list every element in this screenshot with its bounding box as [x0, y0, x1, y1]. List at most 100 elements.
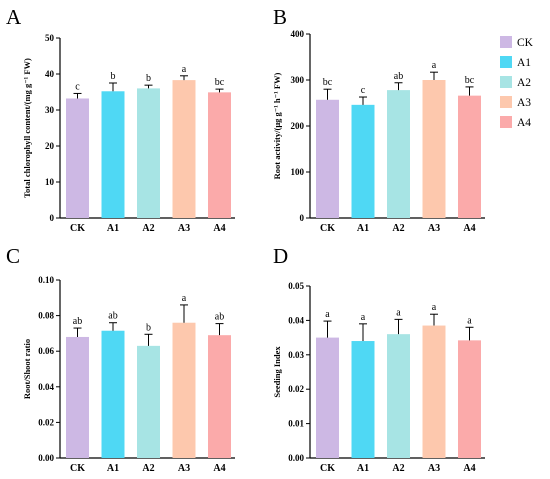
significance-label: a: [182, 293, 187, 304]
y-axis-label: Total chlorophyll content/(mg g⁻¹ FW): [22, 58, 32, 198]
x-tick-label: CK: [320, 463, 335, 474]
x-tick-label: A3: [178, 223, 190, 234]
significance-label: b: [146, 73, 151, 84]
y-tick-label: 0.05: [288, 281, 304, 291]
bar-a1: [351, 104, 375, 218]
significance-label: ab: [73, 316, 82, 327]
bar-ck: [66, 336, 89, 458]
y-tick-label: 0.08: [38, 311, 54, 321]
significance-label: ab: [215, 312, 224, 323]
bar-a4: [458, 340, 481, 458]
y-tick-label: 400: [291, 29, 305, 39]
significance-label: a: [432, 60, 437, 71]
bar-ck: [316, 99, 339, 218]
y-axis-label: Root activity/(μg g⁻¹ h⁻¹ FW): [272, 72, 282, 179]
significance-label: a: [182, 64, 187, 75]
significance-label: bc: [465, 75, 475, 86]
x-tick-label: A3: [428, 463, 440, 474]
bar-a3: [422, 80, 446, 218]
legend: CK A1 A2 A3 A4: [500, 36, 534, 129]
x-tick-label: A4: [463, 463, 475, 474]
panel-letter: D: [273, 244, 288, 268]
chart-panel-c: C 0.00 0.02 0.04 0.06 0.08 0.10 Root/Shoot rati…: [6, 244, 235, 474]
x-tick-label: A4: [213, 463, 225, 474]
legend-label: A2: [517, 77, 531, 89]
x-tick-label: A4: [463, 223, 475, 234]
x-tick-label: A1: [357, 463, 369, 474]
y-tick-label: 0: [300, 213, 305, 223]
x-tick-label: A4: [213, 223, 225, 234]
bar-a3: [172, 80, 196, 219]
significance-label: a: [361, 312, 366, 323]
legend-label: A1: [517, 57, 531, 69]
significance-label: a: [396, 307, 401, 318]
legend-label: A4: [517, 117, 531, 129]
significance-label: c: [361, 85, 366, 96]
significance-label: ab: [108, 311, 117, 322]
significance-label: a: [325, 309, 330, 320]
bar-a1: [351, 341, 375, 458]
significance-label: ab: [394, 71, 403, 82]
x-tick-label: A3: [428, 223, 440, 234]
y-tick-label: 0.00: [288, 453, 304, 463]
bar-a4: [458, 95, 481, 218]
y-tick-label: 20: [45, 141, 55, 151]
x-tick-label: CK: [70, 223, 85, 234]
bar-a2: [137, 88, 160, 219]
x-tick-label: A2: [392, 223, 404, 234]
panel-letter: C: [6, 244, 20, 268]
chart-panel-d: D 0.00 0.01 0.02 0.03 0.04 0.05 Seeding Index a C…: [272, 244, 485, 474]
y-tick-label: 0: [50, 213, 55, 223]
y-tick-label: 0.03: [288, 350, 304, 360]
y-axis-label: Seeding Index: [272, 346, 282, 398]
x-tick-label: A2: [392, 463, 404, 474]
bar-ck: [66, 98, 89, 218]
legend-label: A3: [517, 97, 531, 109]
bar-a4: [208, 335, 231, 458]
x-tick-label: A2: [142, 223, 154, 234]
legend-swatch-ck: [500, 36, 512, 48]
y-tick-label: 0.10: [38, 275, 54, 285]
y-tick-label: 300: [291, 75, 305, 85]
panel-letter: A: [6, 5, 22, 29]
legend-swatch-a3: [500, 96, 512, 108]
significance-label: b: [111, 71, 116, 82]
y-tick-label: 10: [45, 177, 55, 187]
legend-swatch-a2: [500, 76, 512, 88]
y-tick-label: 0.00: [38, 453, 54, 463]
x-tick-label: CK: [320, 223, 335, 234]
bar-a2: [387, 334, 410, 458]
chart-panel-b: B 0 100 200 300 400 Root activity/(μg g⁻¹ h⁻¹ …: [272, 5, 485, 234]
bar-a3: [172, 322, 196, 458]
y-tick-label: 0.06: [38, 346, 54, 356]
x-tick-label: CK: [70, 463, 85, 474]
significance-label: bc: [323, 77, 333, 88]
bar-ck: [316, 337, 339, 458]
y-tick-label: 30: [45, 105, 55, 115]
y-tick-label: 40: [45, 69, 55, 79]
y-tick-label: 200: [291, 121, 305, 131]
bar-a1: [101, 330, 125, 458]
significance-label: a: [467, 315, 472, 326]
y-axis-label: Root/Shoot ratio: [22, 339, 32, 399]
bar-a4: [208, 92, 231, 218]
bar-a1: [101, 91, 125, 218]
y-tick-label: 50: [45, 33, 55, 43]
significance-label: bc: [215, 77, 225, 88]
y-tick-label: 0.01: [288, 419, 304, 429]
x-tick-label: A1: [107, 223, 119, 234]
bar-a3: [422, 325, 446, 458]
legend-swatch-a1: [500, 56, 512, 68]
y-tick-label: 0.04: [288, 315, 304, 325]
bar-a2: [387, 90, 410, 218]
significance-label: a: [432, 302, 437, 313]
significance-label: c: [75, 81, 80, 92]
bar-a2: [137, 345, 160, 458]
y-tick-label: 100: [291, 167, 305, 177]
chart-panel-a: A 0 10 20 30 40 50 Total chlorophyll content/(m…: [6, 5, 235, 234]
x-tick-label: A3: [178, 463, 190, 474]
y-tick-label: 0.02: [288, 384, 304, 394]
x-tick-label: A1: [107, 463, 119, 474]
y-tick-label: 0.02: [38, 417, 54, 427]
